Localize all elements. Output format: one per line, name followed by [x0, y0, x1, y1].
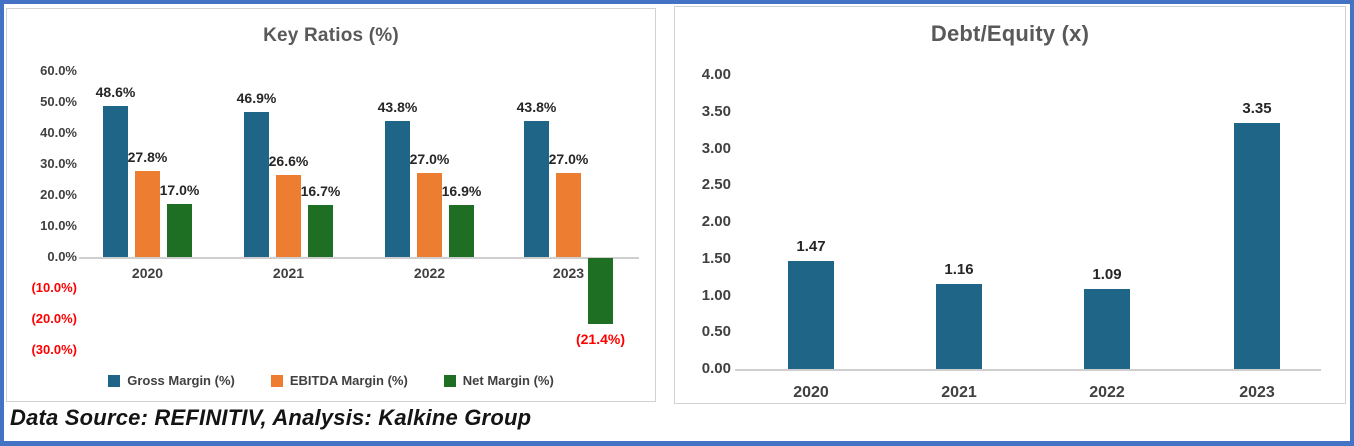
- bar-debt-equity-2023: [1234, 123, 1280, 369]
- x-axis-line: [79, 257, 639, 259]
- legend-item-ebitda-margin: EBITDA Margin (%): [270, 373, 408, 388]
- legend-label: EBITDA Margin (%): [289, 373, 408, 388]
- key-ratios-chart-panel: Key Ratios (%) 60.0% 50.0% 40.0% 30.0% 20.0%…: [6, 8, 656, 402]
- y-tick-label: 0.0%: [47, 249, 77, 264]
- x-category-label: 2023: [552, 265, 585, 281]
- bar-gross-margin-2023: [524, 121, 549, 257]
- y-tick-label: 3.00: [701, 139, 731, 157]
- y-tick-label: 3.50: [701, 102, 731, 120]
- bar-net-margin-2021: [308, 205, 333, 257]
- legend-swatch-gross-margin: [108, 374, 121, 387]
- legend-item-gross-margin: Gross Margin (%): [108, 373, 235, 388]
- y-tick-label: 1.00: [701, 286, 731, 304]
- x-category-label: 2021: [272, 265, 305, 281]
- bar-value-label: 16.7%: [300, 183, 341, 199]
- debt-equity-chart-title: Debt/Equity (x): [930, 21, 1090, 46]
- bar-gross-margin-2021: [244, 112, 269, 257]
- y-tick-label: 1.50: [701, 249, 731, 267]
- bar-value-label: 27.8%: [127, 149, 168, 165]
- x-axis-line: [735, 369, 1321, 371]
- y-tick-label: 40.0%: [40, 125, 77, 140]
- y-tick-label: 0.00: [701, 360, 731, 377]
- bar-value-label: 1.09: [1092, 266, 1122, 283]
- legend-label: Gross Margin (%): [127, 373, 235, 388]
- bar-net-margin-2022: [449, 205, 474, 257]
- y-tick-label: 4.00: [701, 66, 731, 83]
- bar-gross-margin-2022: [385, 121, 410, 257]
- x-category-label: 2022: [1089, 384, 1125, 401]
- bar-value-label: 26.6%: [268, 153, 309, 169]
- data-source-note: Data Source: REFINITIV, Analysis: Kalkin…: [10, 405, 532, 430]
- bar-gross-margin-2020: [103, 106, 128, 257]
- y-tick-label: 30.0%: [40, 156, 77, 171]
- chart-legend: Gross Margin (%) EBITDA Margin (%) Net Mar…: [7, 373, 655, 388]
- bar-value-label: 43.8%: [377, 99, 418, 115]
- debt-equity-chart-panel: Debt/Equity (x) 4.00 3.50 3.00 2.50 2.00 1.50…: [674, 6, 1346, 404]
- bar-ebitda-margin-2023: [556, 173, 581, 257]
- bar-debt-equity-2021: [936, 284, 982, 369]
- y-tick-label: 20.0%: [40, 187, 77, 202]
- bar-value-label: 1.16: [944, 261, 974, 278]
- y-tick-label: 50.0%: [40, 94, 77, 109]
- x-category-label: 2020: [131, 265, 164, 281]
- y-tick-label: (30.0%): [31, 342, 77, 357]
- bar-value-label: 43.8%: [516, 99, 557, 115]
- bar-net-margin-2023: [588, 258, 613, 324]
- bar-value-label: 46.9%: [236, 90, 277, 106]
- y-tick-label: 0.50: [701, 323, 731, 341]
- y-tick-label: 60.0%: [40, 63, 77, 78]
- bar-value-label: 27.0%: [409, 151, 450, 167]
- bar-net-margin-2020: [167, 204, 192, 257]
- bar-ebitda-margin-2021: [276, 175, 301, 257]
- bar-value-label: 16.9%: [441, 183, 482, 199]
- x-category-label: 2023: [1239, 384, 1275, 401]
- bar-value-label: 48.6%: [95, 84, 136, 100]
- key-ratios-chart-title: Key Ratios (%): [263, 25, 399, 46]
- legend-swatch-ebitda-margin: [270, 374, 283, 387]
- y-tick-label: (20.0%): [31, 311, 77, 326]
- bar-value-label: 1.47: [796, 238, 826, 255]
- y-tick-label: (10.0%): [31, 280, 77, 295]
- y-tick-label: 2.50: [701, 176, 731, 194]
- y-tick-label: 10.0%: [40, 218, 77, 233]
- bar-value-label: 27.0%: [548, 151, 589, 167]
- legend-swatch-net-margin: [443, 374, 456, 387]
- legend-item-net-margin: Net Margin (%): [443, 373, 554, 388]
- bar-ebitda-margin-2020: [135, 171, 160, 257]
- legend-label: Net Margin (%): [462, 373, 554, 388]
- bar-value-label: 3.35: [1242, 100, 1272, 117]
- x-category-label: 2021: [941, 384, 977, 401]
- x-category-label: 2022: [413, 265, 446, 281]
- bar-ebitda-margin-2022: [417, 173, 442, 257]
- y-tick-label: 2.00: [701, 213, 731, 230]
- bar-debt-equity-2022: [1084, 289, 1130, 369]
- bar-value-label: (21.4%): [575, 331, 626, 347]
- x-category-label: 2020: [793, 384, 829, 401]
- bar-value-label: 17.0%: [159, 182, 200, 198]
- bar-debt-equity-2020: [788, 261, 834, 369]
